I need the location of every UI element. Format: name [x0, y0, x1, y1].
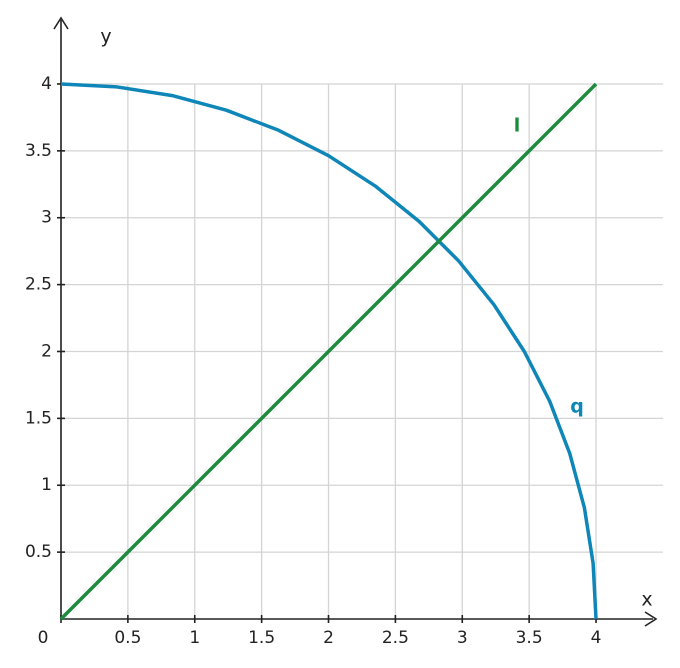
y-tick-label: 3: [41, 208, 52, 228]
y-tick-label: 1: [41, 475, 52, 495]
x-axis-arrow: [644, 611, 658, 627]
x-tick-label: 3: [457, 628, 468, 648]
y-tick-label: 2.5: [25, 275, 52, 295]
x-tick-label: 2: [323, 628, 334, 648]
y-tick-label: 4: [41, 74, 52, 94]
x-tick-label: 0: [38, 628, 49, 648]
axes: [53, 16, 658, 627]
y-tick-label: 0.5: [25, 542, 52, 562]
curve: [59, 82, 598, 621]
y-tick-label: 2: [41, 341, 52, 361]
x-tick-label: 4: [591, 628, 602, 648]
x-tick-label: 2.5: [382, 628, 409, 648]
curve-label: q: [570, 396, 584, 418]
x-tick-label: 3.5: [516, 628, 543, 648]
curve-label: l: [514, 115, 521, 137]
x-axis-label: x: [641, 589, 652, 611]
x-tick-label: 1.5: [248, 628, 275, 648]
y-axis-arrow: [53, 16, 69, 30]
x-tick-label: 0.5: [114, 628, 141, 648]
grid: [60, 83, 663, 619]
y-tick-label: 1.5: [25, 408, 52, 428]
y-axis-label: y: [100, 26, 111, 48]
y-tick-label: 3.5: [25, 141, 52, 161]
x-tick-label: 1: [189, 628, 200, 648]
